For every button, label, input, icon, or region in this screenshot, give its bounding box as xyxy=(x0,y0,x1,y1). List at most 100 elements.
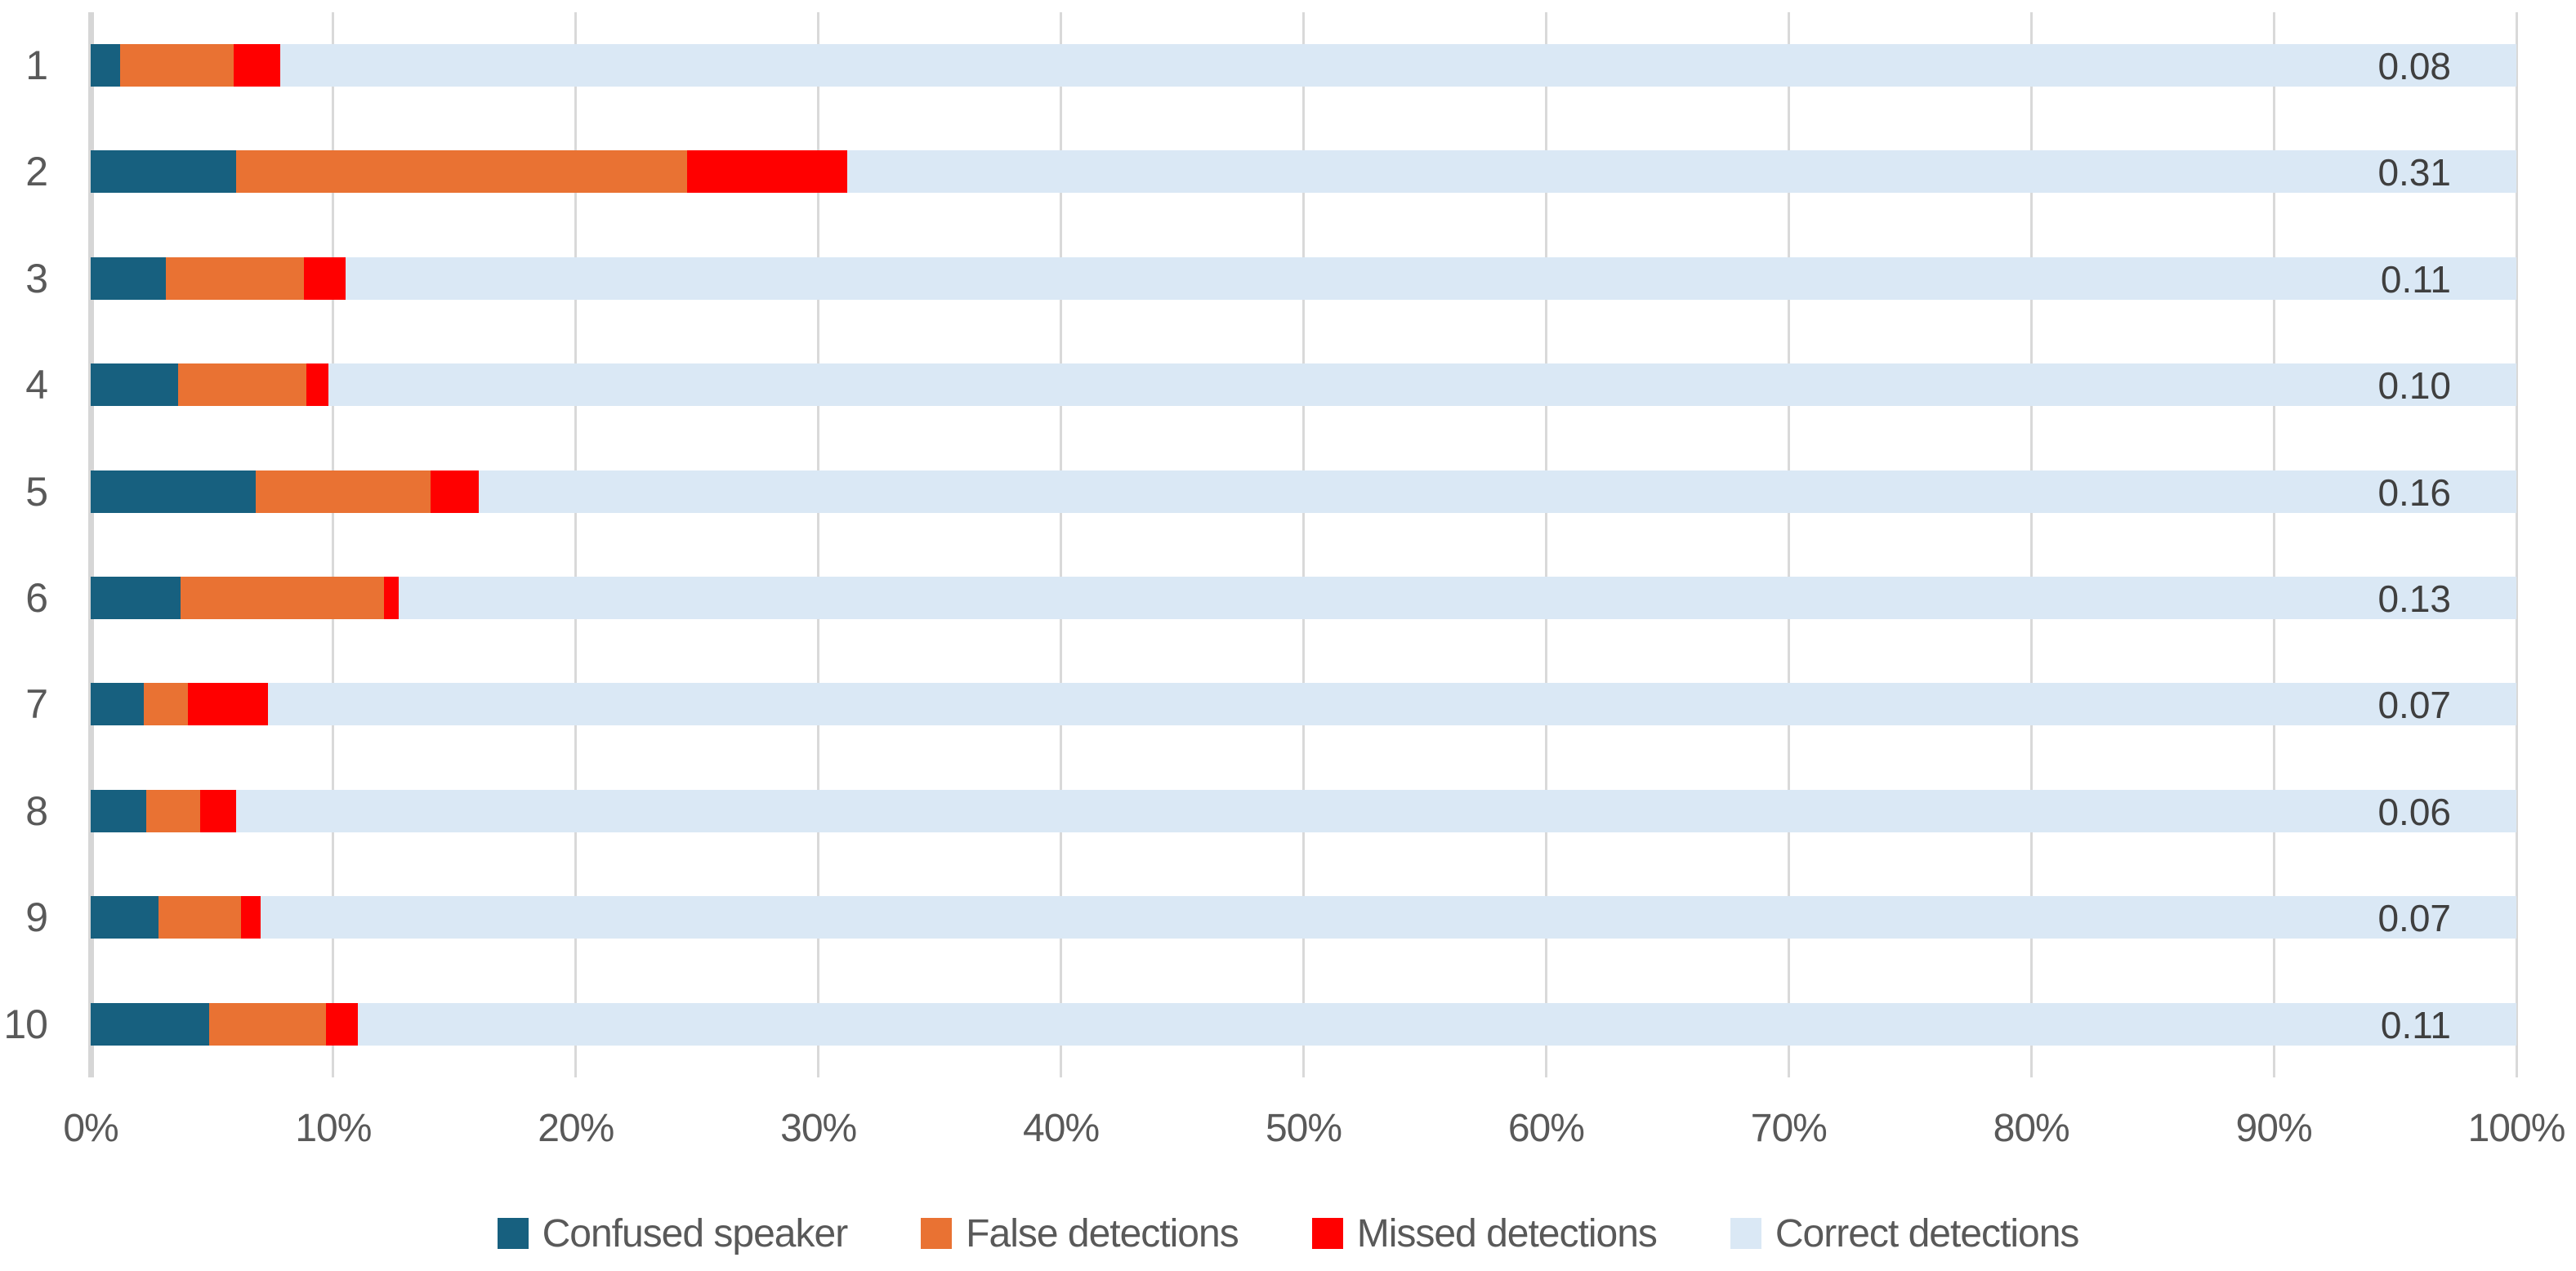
bar-segment-false-detections xyxy=(146,789,200,832)
category-label: 2 xyxy=(25,149,48,195)
bar-segment-false-detections xyxy=(177,363,307,407)
bar-segment-correct-detections xyxy=(399,577,2516,619)
bar-row xyxy=(91,683,2516,726)
gridline xyxy=(1787,12,1790,1077)
bar-segment-missed-detections xyxy=(199,789,237,832)
bar-segment-missed-detections xyxy=(325,1002,358,1046)
category-label: 3 xyxy=(25,255,48,301)
x-axis-tick-label: 60% xyxy=(1507,1107,1585,1150)
gridline xyxy=(332,12,335,1077)
bar-segment-confused-speaker xyxy=(91,683,145,726)
bar-segment-confused-speaker xyxy=(91,896,159,939)
x-axis-tick-label: 0% xyxy=(63,1107,118,1150)
bar-value-label: 0.11 xyxy=(2380,257,2451,301)
bar-segment-correct-detections xyxy=(345,256,2516,300)
x-axis-tick-label: 20% xyxy=(538,1107,614,1150)
bar-segment-missed-detections xyxy=(306,363,328,407)
x-axis-tick-label: 30% xyxy=(780,1107,857,1150)
bar-segment-confused-speaker xyxy=(91,150,237,194)
gridline xyxy=(2272,12,2275,1077)
bar-row xyxy=(91,363,2516,407)
bar-segment-correct-detections xyxy=(847,150,2516,194)
bar-segment-false-detections xyxy=(209,1002,326,1046)
category-label: 5 xyxy=(25,468,48,515)
bar-value-label: 0.13 xyxy=(2377,578,2451,620)
bar-segment-false-detections xyxy=(166,256,305,300)
bar-value-label: 0.08 xyxy=(2377,45,2451,87)
legend: Confused speaker False detections Missed d… xyxy=(0,1207,2576,1260)
category-label: 9 xyxy=(25,894,48,941)
bar-value-label: 0.10 xyxy=(2377,364,2451,408)
category-label: 4 xyxy=(25,362,48,408)
x-axis-tick-label: 100% xyxy=(2467,1107,2566,1150)
gridline xyxy=(2029,12,2033,1077)
bar-segment-false-detections xyxy=(236,150,688,194)
gridline xyxy=(1060,12,1063,1077)
bar-segment-confused-speaker xyxy=(91,363,178,407)
bar-row xyxy=(91,150,2516,194)
bar-segment-confused-speaker xyxy=(91,44,120,87)
gridline xyxy=(1544,12,1547,1077)
bar-segment-confused-speaker xyxy=(91,470,256,513)
bar-segment-correct-detections xyxy=(328,363,2516,407)
bar-segment-correct-detections xyxy=(267,683,2516,726)
bar-segment-missed-detections xyxy=(234,44,280,87)
legend-item-correct-detections: Correct detections xyxy=(1730,1211,2079,1256)
bar-segment-missed-detections xyxy=(187,683,268,726)
category-label: 1 xyxy=(25,42,48,88)
bar-segment-correct-detections xyxy=(236,789,2516,832)
bar-row xyxy=(91,1002,2516,1046)
bar-value-label: 0.07 xyxy=(2377,897,2451,940)
legend-swatch-icon xyxy=(497,1218,529,1249)
bar-segment-false-detections xyxy=(119,44,234,87)
bar-segment-confused-speaker xyxy=(91,789,147,832)
legend-label: Missed detections xyxy=(1356,1211,1658,1255)
bar-row xyxy=(91,256,2516,300)
legend-item-confused-speaker: Confused speaker xyxy=(497,1211,848,1256)
gridline xyxy=(574,12,578,1077)
bar-segment-confused-speaker xyxy=(91,1002,210,1046)
legend-swatch-icon xyxy=(1730,1218,1761,1249)
x-axis-tick-label: 40% xyxy=(1023,1107,1100,1150)
bar-row xyxy=(91,470,2516,513)
bar-segment-confused-speaker xyxy=(91,577,181,619)
gridline xyxy=(1302,12,1305,1077)
bar-segment-missed-detections xyxy=(384,577,400,619)
category-label: 8 xyxy=(25,787,48,834)
x-axis-tick-label: 90% xyxy=(2235,1107,2313,1150)
bar-segment-correct-detections xyxy=(357,1002,2516,1046)
bar-segment-false-detections xyxy=(144,683,188,726)
bar-value-label: 0.31 xyxy=(2377,151,2451,194)
bar-row xyxy=(91,896,2516,939)
bar-segment-missed-detections xyxy=(304,256,346,300)
bar-row xyxy=(91,789,2516,832)
x-axis-tick-label: 50% xyxy=(1265,1107,1342,1150)
category-label: 7 xyxy=(25,681,48,728)
legend-label: False detections xyxy=(966,1211,1239,1255)
bar-segment-correct-detections xyxy=(279,44,2516,87)
bar-value-label: 0.11 xyxy=(2380,1003,2451,1046)
x-axis-tick-label: 70% xyxy=(1750,1107,1828,1150)
bar-segment-confused-speaker xyxy=(91,256,167,300)
bar-segment-missed-detections xyxy=(687,150,848,194)
legend-label: Correct detections xyxy=(1775,1211,2080,1255)
bar-segment-correct-detections xyxy=(479,470,2516,513)
gridline xyxy=(2515,12,2518,1077)
category-label: 10 xyxy=(3,1001,48,1047)
bar-value-label: 0.07 xyxy=(2377,684,2451,727)
bar-value-label: 0.16 xyxy=(2377,470,2451,514)
x-axis-tick-label: 10% xyxy=(295,1107,372,1150)
axis-line xyxy=(87,12,94,1077)
legend-swatch-icon xyxy=(1311,1218,1343,1249)
bar-segment-missed-detections xyxy=(241,896,261,939)
x-axis-tick-label: 80% xyxy=(1993,1107,2070,1150)
bar-segment-false-detections xyxy=(180,577,385,619)
bar-segment-false-detections xyxy=(255,470,431,513)
legend-item-false-detections: False detections xyxy=(921,1211,1239,1256)
category-label: 6 xyxy=(25,575,48,621)
bar-value-label: 0.06 xyxy=(2377,790,2451,833)
gridline xyxy=(817,12,820,1077)
legend-swatch-icon xyxy=(921,1218,953,1249)
legend-item-missed-detections: Missed detections xyxy=(1311,1211,1658,1256)
